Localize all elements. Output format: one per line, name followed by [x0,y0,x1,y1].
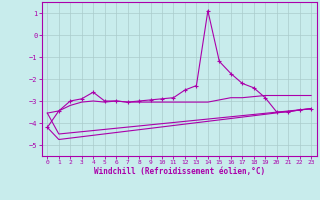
X-axis label: Windchill (Refroidissement éolien,°C): Windchill (Refroidissement éolien,°C) [94,167,265,176]
